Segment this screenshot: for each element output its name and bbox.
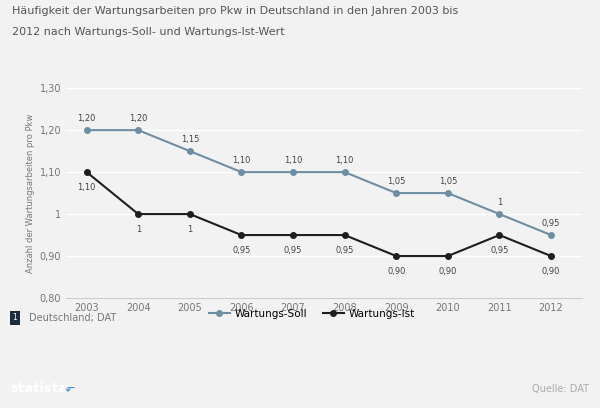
Text: statista: statista	[10, 383, 67, 395]
Text: 0,95: 0,95	[284, 246, 302, 255]
Text: ⬐: ⬐	[65, 382, 76, 395]
Text: 1: 1	[497, 198, 502, 207]
Text: 1: 1	[187, 225, 193, 234]
Text: 0,95: 0,95	[232, 246, 251, 255]
Text: 0,90: 0,90	[439, 267, 457, 276]
Text: 0,95: 0,95	[542, 219, 560, 228]
Text: Quelle: DAT: Quelle: DAT	[532, 384, 589, 394]
Text: 1,10: 1,10	[335, 156, 354, 165]
Text: 0,90: 0,90	[387, 267, 406, 276]
Text: 1,05: 1,05	[439, 177, 457, 186]
Text: 1,15: 1,15	[181, 135, 199, 144]
Text: 0,95: 0,95	[490, 246, 509, 255]
Text: 1: 1	[13, 313, 17, 322]
Text: Deutschland; DAT: Deutschland; DAT	[29, 313, 116, 323]
Text: 1: 1	[136, 225, 141, 234]
Text: 0,90: 0,90	[542, 267, 560, 276]
Text: 2012 nach Wartungs-Soll- und Wartungs-Ist-Wert: 2012 nach Wartungs-Soll- und Wartungs-Is…	[12, 27, 284, 38]
Y-axis label: Anzahl der Wartungsarbeiten pro Pkw: Anzahl der Wartungsarbeiten pro Pkw	[26, 113, 35, 273]
Text: Häufigkeit der Wartungsarbeiten pro Pkw in Deutschland in den Jahren 2003 bis: Häufigkeit der Wartungsarbeiten pro Pkw …	[12, 6, 458, 16]
Text: 1,10: 1,10	[232, 156, 251, 165]
Legend: Wartungs-Soll, Wartungs-Ist: Wartungs-Soll, Wartungs-Ist	[205, 304, 419, 323]
Text: 1,20: 1,20	[77, 114, 96, 123]
Text: 0,95: 0,95	[335, 246, 354, 255]
Text: 1,05: 1,05	[387, 177, 406, 186]
Text: 1,10: 1,10	[284, 156, 302, 165]
Text: 1,10: 1,10	[77, 183, 96, 192]
Text: 1,20: 1,20	[129, 114, 148, 123]
